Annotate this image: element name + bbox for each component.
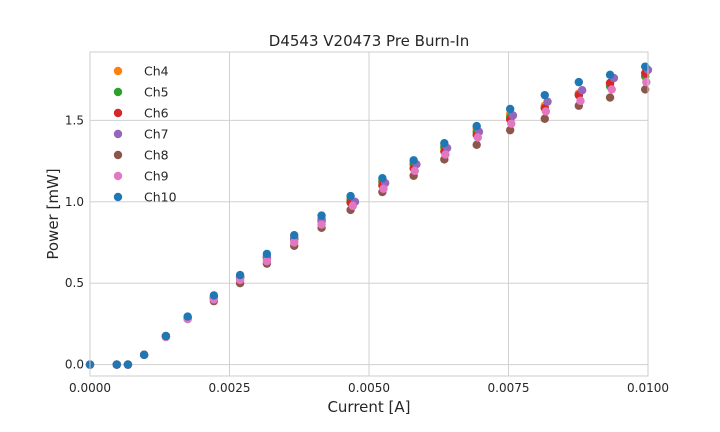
legend-marker bbox=[113, 129, 123, 139]
y-tick-label: 1.0 bbox=[65, 195, 84, 209]
data-point bbox=[543, 97, 552, 106]
data-point bbox=[605, 70, 615, 79]
y-tick-label: 0.0 bbox=[65, 358, 84, 372]
legend-label: Ch10 bbox=[144, 190, 177, 205]
data-point bbox=[473, 133, 483, 142]
data-point bbox=[505, 104, 515, 114]
legend-item: Ch6 bbox=[113, 106, 169, 121]
data-points bbox=[85, 62, 653, 369]
data-point bbox=[409, 156, 418, 165]
legend-marker bbox=[113, 87, 123, 97]
data-point bbox=[209, 291, 219, 300]
data-point bbox=[379, 184, 388, 193]
legend-item: Ch9 bbox=[113, 169, 169, 184]
data-point bbox=[183, 312, 192, 321]
chart-title: D4543 V20473 Pre Burn-In bbox=[269, 32, 469, 50]
legend-label: Ch6 bbox=[144, 106, 169, 121]
legend-item: Ch8 bbox=[113, 148, 169, 163]
data-point bbox=[605, 93, 615, 102]
data-point bbox=[508, 111, 518, 120]
data-point bbox=[540, 114, 549, 123]
legend-label: Ch7 bbox=[144, 127, 169, 142]
x-tick-label: 0.0075 bbox=[488, 381, 530, 395]
data-point bbox=[123, 360, 133, 369]
legend-label: Ch4 bbox=[144, 64, 169, 79]
data-point bbox=[540, 90, 549, 100]
data-point bbox=[641, 62, 650, 71]
legend-item: Ch4 bbox=[113, 64, 169, 79]
data-point bbox=[317, 211, 326, 220]
data-point bbox=[576, 96, 585, 106]
legend-item: Ch7 bbox=[113, 127, 169, 142]
data-point bbox=[235, 270, 245, 280]
data-point bbox=[472, 140, 481, 150]
data-point bbox=[262, 249, 272, 259]
x-tick-labels: 0.0000 0.0025 0.0050 0.0075 0.0100 bbox=[69, 381, 669, 395]
data-point bbox=[642, 77, 651, 87]
x-tick-label: 0.0000 bbox=[69, 381, 111, 395]
y-axis-label: Power [mW] bbox=[44, 168, 62, 259]
x-axis-label: Current [A] bbox=[327, 398, 410, 416]
x-tick-label: 0.0050 bbox=[348, 381, 390, 395]
data-point bbox=[112, 360, 121, 369]
data-point bbox=[346, 191, 355, 201]
data-point bbox=[441, 150, 450, 159]
x-tick-label: 0.0100 bbox=[627, 381, 669, 395]
y-tick-label: 0.5 bbox=[65, 276, 84, 290]
legend-item: Ch5 bbox=[113, 85, 169, 100]
y-tick-labels: 0.0 0.5 1.0 1.5 bbox=[65, 113, 84, 371]
data-point bbox=[290, 238, 299, 247]
data-point bbox=[574, 77, 584, 87]
data-point bbox=[348, 201, 358, 211]
data-point bbox=[317, 220, 326, 229]
legend-marker bbox=[113, 192, 123, 202]
data-point bbox=[290, 230, 299, 240]
legend-label: Ch9 bbox=[144, 169, 169, 184]
legend: Ch4 Ch5 Ch6 Ch7 Ch8 Ch9 Ch10 bbox=[113, 64, 177, 205]
data-point bbox=[440, 138, 449, 148]
y-tick-label: 1.5 bbox=[65, 113, 84, 127]
data-point bbox=[641, 85, 650, 94]
data-point bbox=[607, 85, 616, 94]
data-point bbox=[577, 86, 587, 95]
plot-frame bbox=[89, 51, 649, 377]
series-ch10 bbox=[85, 62, 650, 369]
legend-marker bbox=[113, 150, 123, 160]
legend-item: Ch10 bbox=[113, 190, 177, 205]
data-point bbox=[541, 107, 551, 116]
x-tick-label: 0.0025 bbox=[209, 381, 251, 395]
legend-marker bbox=[113, 171, 123, 181]
data-point bbox=[472, 121, 481, 131]
data-point bbox=[262, 257, 272, 266]
legend-marker bbox=[113, 66, 123, 76]
data-point bbox=[139, 350, 149, 360]
data-point bbox=[378, 173, 387, 183]
data-point bbox=[161, 331, 171, 341]
data-point bbox=[410, 166, 419, 176]
data-point bbox=[505, 125, 515, 135]
legend-marker bbox=[113, 108, 123, 118]
legend-label: Ch5 bbox=[144, 85, 169, 100]
legend-label: Ch8 bbox=[144, 148, 169, 163]
data-point bbox=[507, 119, 516, 128]
